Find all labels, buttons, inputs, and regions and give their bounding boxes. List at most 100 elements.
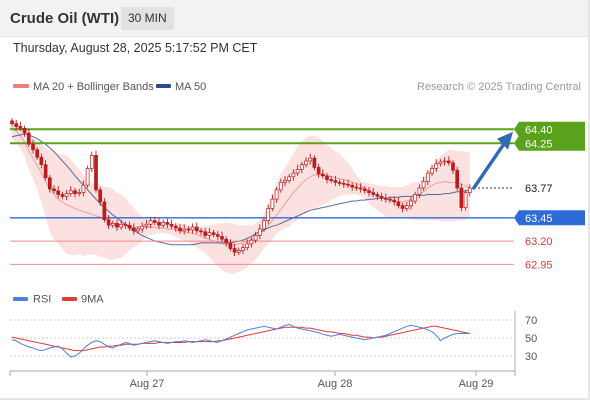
timeframe-badge[interactable]: 30 MIN — [121, 7, 174, 30]
candle-up — [257, 228, 262, 236]
forecast-arrow-shaft — [472, 142, 506, 190]
candle-down — [10, 120, 14, 125]
candle-up — [425, 172, 430, 182]
candle-down — [337, 182, 342, 184]
candle-up — [404, 205, 409, 209]
forecast-arrow — [472, 131, 513, 190]
legend-label-bollinger: MA 20 + Bollinger Bands — [33, 81, 154, 93]
candle-down — [106, 219, 111, 226]
candle-down — [14, 123, 19, 127]
price-levels — [10, 128, 514, 265]
candle-down — [400, 205, 405, 209]
candle-down — [157, 222, 161, 226]
candle-up — [278, 182, 283, 191]
candle-up — [241, 247, 245, 251]
candle-down — [354, 186, 359, 189]
rsi-tick-label: 50 — [525, 333, 537, 345]
candle-down — [73, 190, 77, 194]
credit-text: Research © 2025 Trading Central — [417, 81, 581, 93]
candle-up — [421, 181, 426, 189]
candle-down — [169, 223, 174, 227]
candle-down — [312, 157, 317, 168]
candle-down — [102, 201, 107, 221]
level-tag-64.40 — [514, 121, 585, 137]
candle-down — [47, 177, 52, 190]
candle-up — [190, 226, 195, 231]
candle-down — [178, 227, 182, 232]
candle-down — [459, 187, 464, 208]
candle-down — [18, 126, 23, 129]
legend-label-rsi-ma: 9MA — [81, 294, 104, 306]
bollinger-band-area — [12, 119, 470, 274]
candle-down — [131, 227, 136, 232]
candles — [10, 118, 472, 256]
candle-down — [350, 184, 355, 188]
candle-up — [245, 243, 250, 248]
level-label-63.45: 63.45 — [525, 213, 553, 225]
level-label-63.20: 63.20 — [525, 236, 553, 248]
rsi-ma-line — [11, 325, 470, 352]
candle-down — [211, 232, 216, 235]
candle-down — [379, 196, 384, 199]
candle-up — [308, 157, 313, 162]
candle-up — [136, 228, 140, 232]
candle-down — [60, 194, 65, 197]
candle-down — [446, 160, 451, 164]
candle-down — [320, 173, 325, 177]
candle-down — [173, 225, 178, 229]
candle-down — [115, 223, 119, 228]
candle-down — [98, 189, 103, 203]
candle-up — [68, 190, 73, 194]
rsi-tick-label: 30 — [525, 351, 537, 363]
candle-down — [35, 149, 40, 158]
candle-up — [409, 200, 413, 207]
candle-up — [110, 223, 115, 226]
candle-up — [430, 168, 434, 174]
candle-down — [165, 222, 170, 225]
candle-down — [396, 201, 401, 207]
candle-up — [295, 168, 300, 174]
candle-down — [22, 128, 27, 134]
candle-down — [375, 194, 380, 197]
candle-down — [123, 223, 128, 226]
level-label-62.95: 62.95 — [525, 259, 553, 271]
candle-down — [199, 230, 203, 233]
candle-down — [392, 199, 397, 203]
candle-down — [186, 228, 191, 231]
candle-down — [228, 242, 233, 249]
candle-down — [194, 226, 199, 232]
candle-down — [388, 198, 392, 201]
candle-up — [249, 239, 254, 245]
candle-up — [207, 232, 212, 236]
candle-down — [31, 143, 35, 151]
candle-up — [77, 192, 82, 194]
candle-down — [232, 248, 237, 253]
candle-up — [442, 160, 447, 163]
time-axis: Aug 27 Aug 28 Aug 29 — [9, 311, 516, 390]
candle-up — [413, 194, 418, 202]
candle-up — [144, 223, 149, 227]
candle-down — [43, 164, 48, 179]
candle-up — [148, 220, 153, 225]
candle-down — [94, 155, 98, 191]
candle-down — [39, 156, 44, 166]
candle-down — [52, 188, 56, 192]
candle-down — [451, 162, 455, 171]
candle-down — [127, 224, 132, 229]
level-tag-64.25 — [514, 135, 585, 151]
candle-up — [299, 164, 304, 170]
candle-down — [346, 183, 350, 186]
candle-up — [467, 187, 472, 193]
candle-up — [119, 223, 124, 228]
time-tick-label: Aug 29 — [459, 378, 494, 390]
candle-up — [291, 172, 296, 178]
candle-down — [325, 175, 329, 180]
candle-down — [152, 220, 157, 223]
candle-down — [362, 188, 367, 192]
candle-down — [329, 179, 334, 181]
candle-down — [367, 190, 371, 193]
time-tick-label: Aug 28 — [318, 378, 353, 390]
candle-up — [140, 225, 145, 230]
candle-down — [220, 236, 224, 240]
frame-border-bottom — [0, 398, 590, 400]
